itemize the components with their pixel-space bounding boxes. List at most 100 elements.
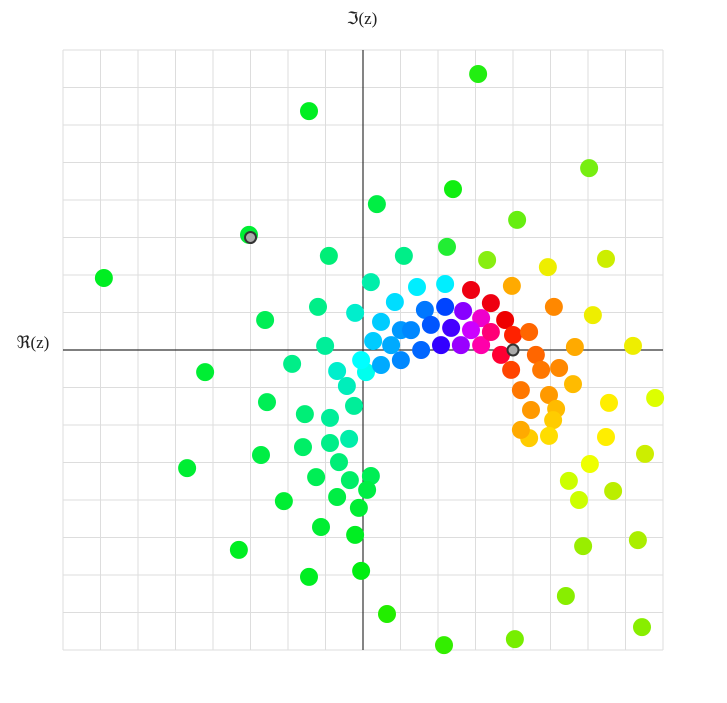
point [436,275,455,293]
point [435,636,453,655]
point [258,393,276,412]
point [502,360,521,379]
point [415,300,434,319]
point [520,323,539,341]
point [481,294,500,313]
point [352,351,371,370]
point [340,429,359,448]
point [378,605,396,623]
point [367,195,386,214]
point [330,453,348,472]
point [444,180,462,199]
point [511,420,530,439]
point [364,332,383,350]
point [352,561,371,580]
point [502,276,521,295]
point [421,315,440,334]
point [346,525,365,544]
point [556,587,575,605]
axis-label-top: ℑ(z) [347,9,378,28]
point [600,393,618,412]
point [438,237,456,256]
point [346,303,365,322]
point [252,446,270,464]
point [361,273,380,292]
point [544,411,563,430]
point [522,401,540,419]
point [300,567,318,586]
point [402,321,420,340]
point [345,396,363,415]
handle [244,231,257,244]
point [574,537,593,556]
point [372,312,390,331]
point [300,102,318,121]
point [492,345,510,364]
point [229,540,248,559]
point [570,491,588,509]
axis-label-left: ℜ(z) [17,333,50,352]
point [540,386,558,404]
point [565,338,584,356]
point [505,630,524,649]
point [472,336,491,355]
point [412,341,431,359]
point [564,375,582,394]
point [532,360,551,379]
point [307,468,326,487]
point [646,389,665,407]
point [316,336,335,355]
point [636,444,654,463]
point [196,363,215,382]
point [597,249,615,268]
point [436,297,455,316]
point [178,459,197,478]
point [604,482,623,500]
point [504,326,522,344]
point [583,306,602,325]
point [481,323,500,341]
point [442,318,461,337]
point [550,359,569,377]
point [361,467,380,485]
point [508,210,527,229]
point [309,297,327,316]
point [295,405,314,424]
point [496,311,515,329]
point [283,354,302,373]
point [94,269,113,287]
point [538,258,557,277]
point [580,159,599,178]
point [294,438,312,457]
point [391,351,410,370]
point [526,345,545,364]
point [349,498,368,517]
point [462,281,480,299]
point [580,455,599,473]
point [544,297,563,316]
point [511,381,530,400]
point [321,408,339,427]
point [469,65,488,83]
point [540,426,558,445]
point [432,336,450,355]
point [274,492,293,511]
point [385,293,404,311]
point [328,488,347,506]
point [382,336,401,355]
point [337,377,356,395]
point [454,302,473,320]
point [624,336,642,355]
point [328,362,347,380]
point [340,471,359,490]
point [319,246,338,265]
point [372,356,390,374]
point [559,471,578,490]
point [358,480,377,499]
point [321,434,339,452]
point [597,428,615,446]
point [478,251,497,269]
point [633,618,651,637]
point [312,518,330,536]
point [472,309,491,328]
